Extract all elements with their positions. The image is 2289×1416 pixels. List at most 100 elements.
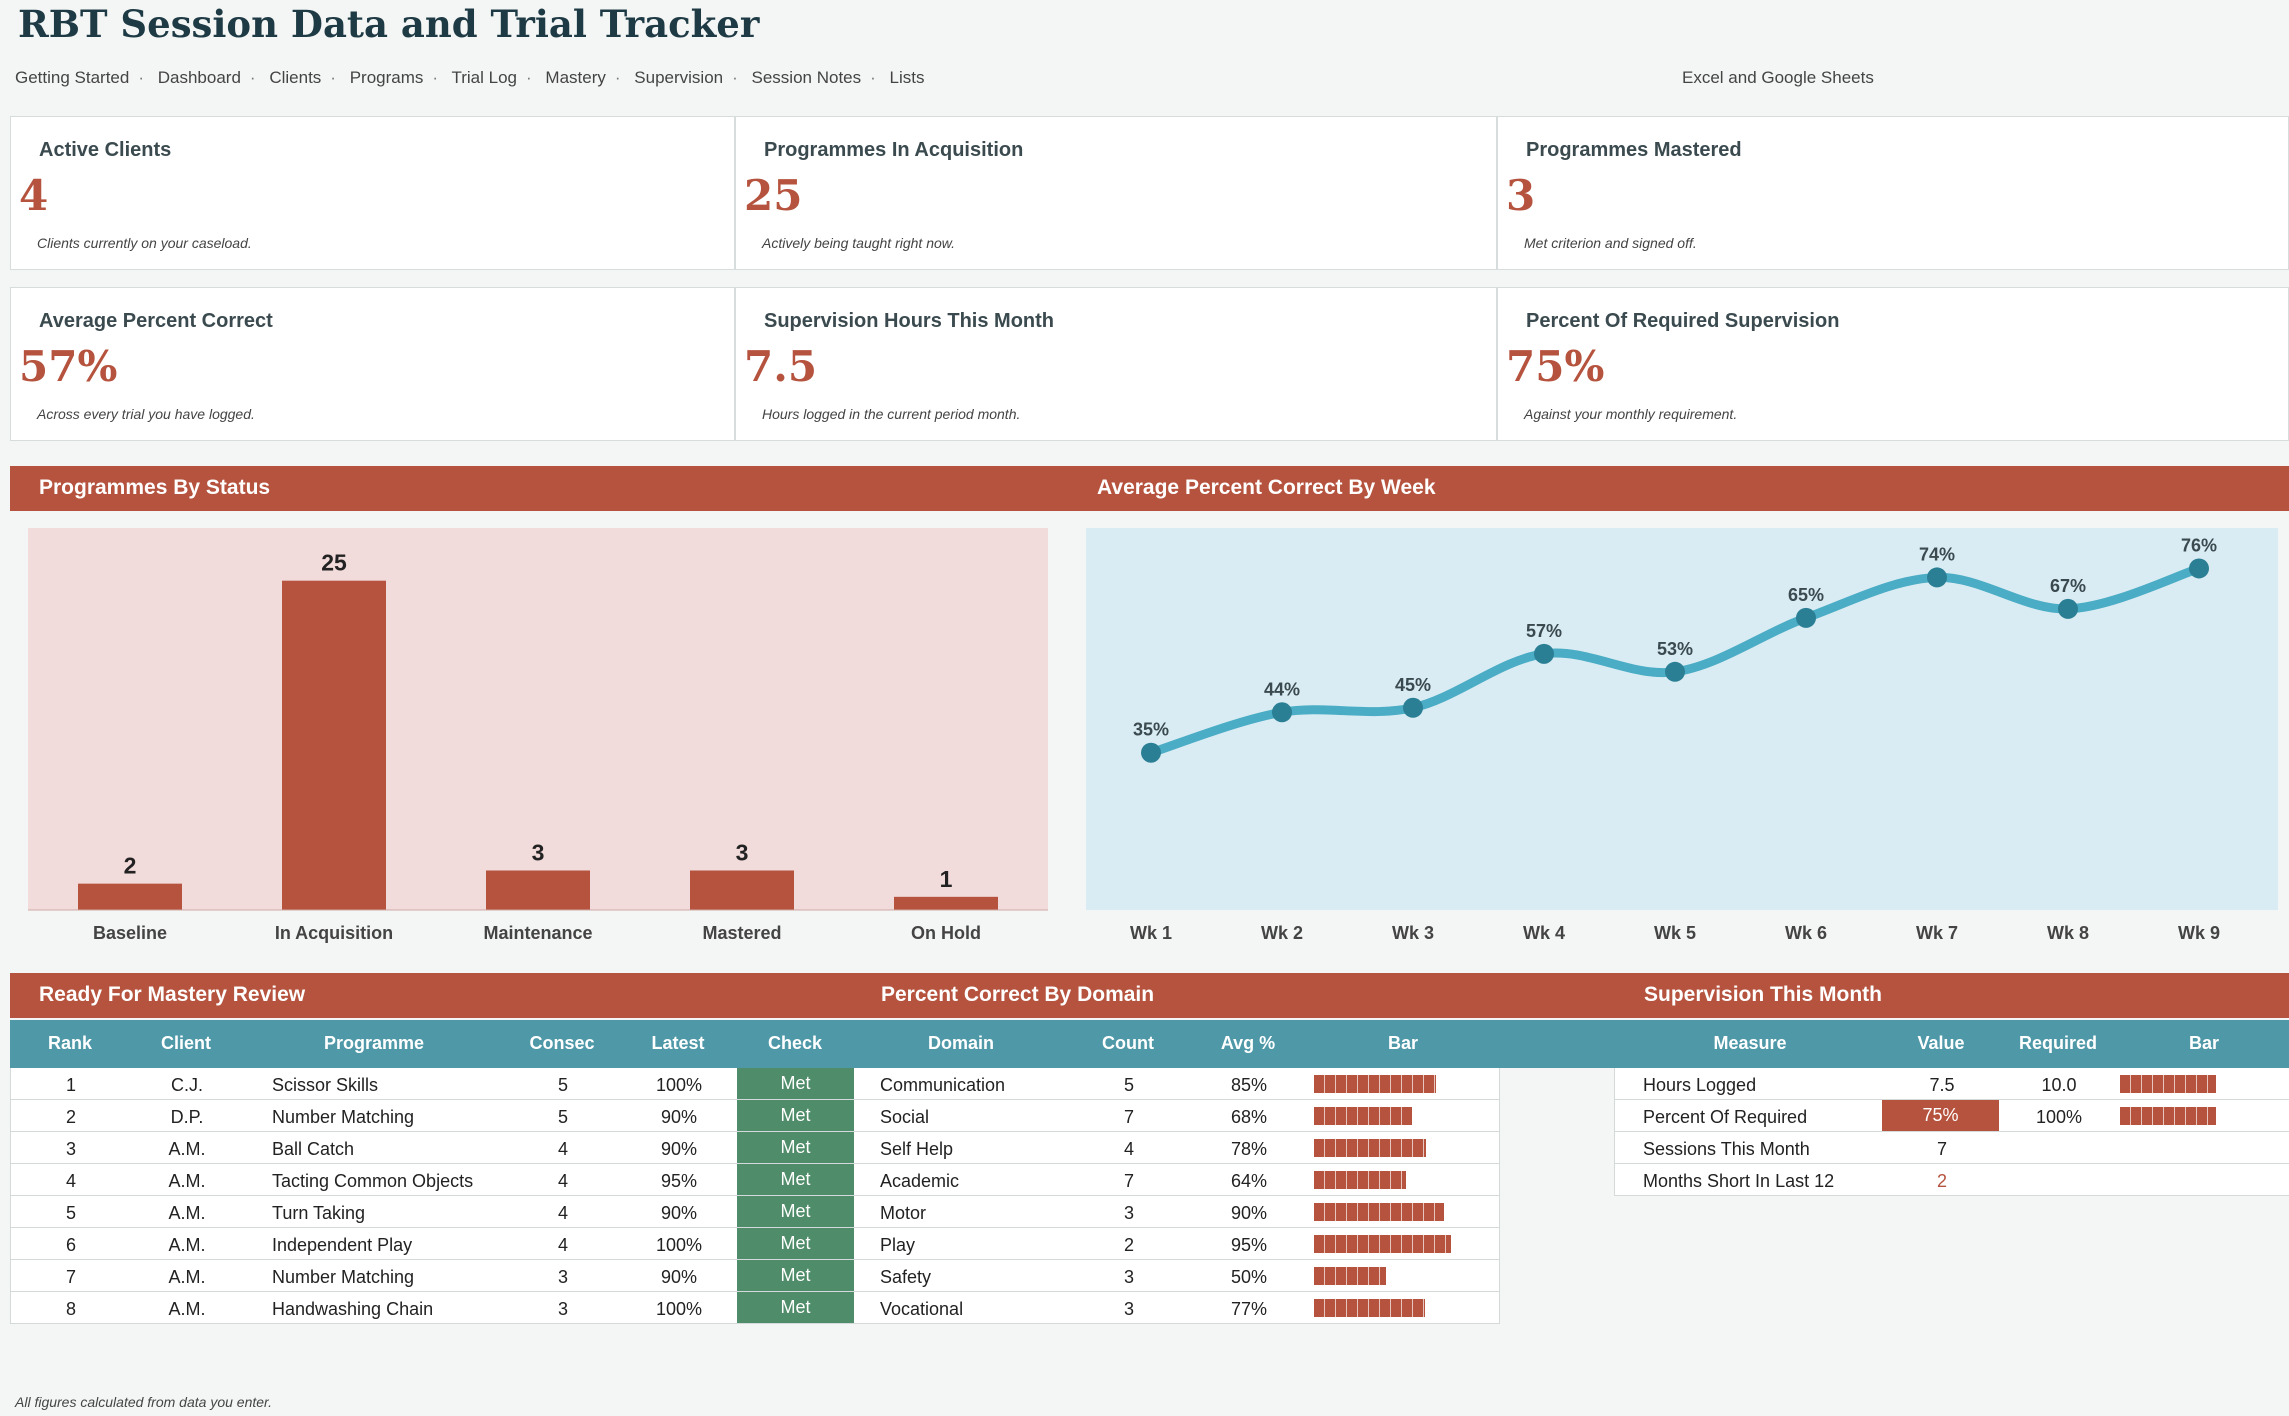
col-bar: Bar bbox=[1387, 1033, 1419, 1053]
avg-cell: 77% bbox=[1230, 1299, 1268, 1319]
rank-cell: 8 bbox=[65, 1299, 77, 1319]
data-label: 76% bbox=[2181, 535, 2217, 555]
table-row: 3 A.M. Ball Catch 4 90% Met Self Help 4 78% bbox=[11, 1132, 1499, 1164]
consec-cell: 4 bbox=[557, 1171, 569, 1191]
kpi-note: Clients currently on your caseload. bbox=[37, 235, 252, 251]
rank-cell: 5 bbox=[65, 1203, 77, 1223]
required-cell: 100% bbox=[2035, 1107, 2083, 1127]
kpi-card-mastered: Programmes Mastered 3 Met criterion and … bbox=[1497, 116, 2289, 270]
programme-cell: Number Matching bbox=[272, 1267, 415, 1287]
domain-bar bbox=[1314, 1139, 1426, 1157]
tick-label: Wk 8 bbox=[2047, 923, 2089, 943]
avg-cell: 78% bbox=[1230, 1139, 1268, 1159]
avg-cell: 50% bbox=[1230, 1267, 1268, 1287]
programme-cell: Ball Catch bbox=[272, 1139, 355, 1159]
check-badge: Met bbox=[737, 1132, 854, 1163]
nav-separator: · bbox=[526, 68, 532, 87]
check-badge: Met bbox=[737, 1228, 854, 1259]
client-cell: A.M. bbox=[168, 1139, 206, 1159]
status-chart-title: Programmes By Status bbox=[39, 476, 271, 499]
col-client: Client bbox=[160, 1033, 212, 1053]
latest-cell: 100% bbox=[655, 1299, 703, 1319]
data-point bbox=[2058, 598, 2078, 619]
nav-supervision[interactable]: Supervision bbox=[634, 68, 724, 87]
tick-label: Maintenance bbox=[483, 923, 592, 943]
check-badge: Met bbox=[737, 1068, 854, 1099]
client-cell: A.M. bbox=[168, 1267, 206, 1287]
data-point bbox=[1141, 742, 1161, 763]
kpi-card-percent-required-supervision: Percent Of Required Supervision 75% Agai… bbox=[1497, 287, 2289, 441]
consec-cell: 3 bbox=[557, 1299, 569, 1319]
col-consec: Consec bbox=[529, 1033, 595, 1053]
kpi-card-average-percent-correct: Average Percent Correct 57% Across every… bbox=[10, 287, 735, 441]
domain-cell: Vocational bbox=[880, 1299, 964, 1319]
col-bar: Bar bbox=[2188, 1033, 2220, 1053]
table-row: 1 C.J. Scissor Skills 5 100% Met Communication… bbox=[11, 1068, 1499, 1100]
kpi-value: 3 bbox=[1506, 171, 1536, 220]
table-row: Months Short In Last 12 2 bbox=[1615, 1164, 2289, 1196]
nav-lists[interactable]: Lists bbox=[889, 68, 925, 87]
programme-cell: Handwashing Chain bbox=[272, 1299, 434, 1319]
consec-cell: 3 bbox=[557, 1267, 569, 1287]
kpi-value: 75% bbox=[1506, 342, 1605, 391]
nav-trial-log[interactable]: Trial Log bbox=[451, 68, 517, 87]
kpi-value: 7.5 bbox=[744, 342, 818, 391]
nav-clients[interactable]: Clients bbox=[269, 68, 322, 87]
table-row: 6 A.M. Independent Play 4 100% Met Play 2 95% bbox=[11, 1228, 1499, 1260]
value-cell: 7 bbox=[1936, 1139, 1948, 1159]
client-cell: A.M. bbox=[168, 1235, 206, 1255]
domain-bar bbox=[1314, 1299, 1425, 1317]
client-cell: D.P. bbox=[170, 1107, 204, 1127]
supervision-table-title: Supervision This Month bbox=[1644, 983, 1883, 1006]
data-point bbox=[2189, 558, 2209, 579]
supervision-bar bbox=[2120, 1075, 2216, 1093]
col-domain: Domain bbox=[927, 1033, 995, 1053]
data-label: 2 bbox=[124, 853, 137, 879]
data-label: 25 bbox=[321, 550, 347, 576]
domain-bar bbox=[1314, 1107, 1412, 1125]
tick-label: Mastered bbox=[702, 923, 781, 943]
programme-cell: Independent Play bbox=[272, 1235, 413, 1255]
bar bbox=[78, 883, 182, 910]
data-label: 35% bbox=[1133, 720, 1169, 740]
kpi-note: Met criterion and signed off. bbox=[1524, 235, 1697, 251]
table-row: 7 A.M. Number Matching 3 90% Met Safety 3 50% bbox=[11, 1260, 1499, 1292]
required-cell: 10.0 bbox=[2041, 1075, 2077, 1095]
check-badge: Met bbox=[737, 1196, 854, 1227]
col-measure: Measure bbox=[1713, 1033, 1787, 1053]
table-row: Hours Logged 7.5 10.0 bbox=[1615, 1068, 2289, 1100]
table-row: 2 D.P. Number Matching 5 90% Met Social 7 68% bbox=[11, 1100, 1499, 1132]
kpi-card-supervision-hours: Supervision Hours This Month 7.5 Hours l… bbox=[735, 287, 1497, 441]
client-cell: A.M. bbox=[168, 1299, 206, 1319]
tables-header-band: Ready For Mastery Review Percent Correct… bbox=[10, 973, 2289, 1018]
client-cell: A.M. bbox=[168, 1203, 206, 1223]
nav-getting-started[interactable]: Getting Started bbox=[15, 68, 130, 87]
col-avg: Avg % bbox=[1220, 1033, 1276, 1053]
nav-mastery[interactable]: Mastery bbox=[545, 68, 606, 87]
domain-cell: Safety bbox=[880, 1267, 932, 1287]
data-point bbox=[1796, 607, 1816, 628]
rank-cell: 2 bbox=[65, 1107, 77, 1127]
data-label: 1 bbox=[940, 866, 953, 892]
consec-cell: 5 bbox=[557, 1107, 569, 1127]
kpi-label: Average Percent Correct bbox=[39, 310, 273, 332]
kpi-value: 25 bbox=[744, 171, 803, 220]
bar bbox=[894, 896, 998, 910]
table-row: 5 A.M. Turn Taking 4 90% Met Motor 3 90% bbox=[11, 1196, 1499, 1228]
col-latest: Latest bbox=[651, 1033, 705, 1053]
nav-bar: Getting Started · Dashboard · Clients · Pro… bbox=[15, 68, 925, 88]
nav-programs[interactable]: Programs bbox=[349, 68, 424, 87]
table-header-row: Rank Client Programme Consec Latest Chec… bbox=[10, 1020, 2289, 1068]
nav-session-notes[interactable]: Session Notes bbox=[751, 68, 862, 87]
bar bbox=[690, 870, 794, 910]
nav-dashboard[interactable]: Dashboard bbox=[157, 68, 241, 87]
data-point bbox=[1403, 697, 1423, 718]
tick-label: Wk 3 bbox=[1392, 923, 1434, 943]
kpi-card-in-acquisition: Programmes In Acquisition 25 Actively be… bbox=[735, 116, 1497, 270]
nav-separator: · bbox=[330, 68, 336, 87]
data-point bbox=[1927, 567, 1947, 588]
nav-separator: · bbox=[732, 68, 738, 87]
data-label: 3 bbox=[532, 839, 545, 865]
kpi-label: Supervision Hours This Month bbox=[764, 310, 1055, 332]
nav-separator: · bbox=[614, 68, 621, 87]
